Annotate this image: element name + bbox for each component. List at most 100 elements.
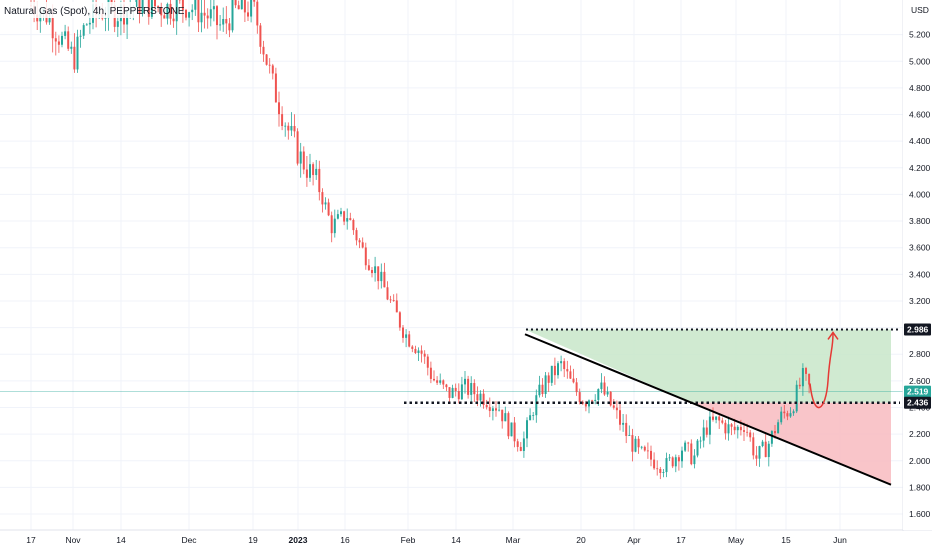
candle-body <box>643 446 646 451</box>
title-bg <box>0 2 136 18</box>
candle-body <box>138 0 141 14</box>
candle-body <box>163 15 166 19</box>
candle-body <box>429 367 432 379</box>
candle-body <box>48 18 51 23</box>
x-tick-label: Feb <box>401 535 416 545</box>
y-tick-label: 5.000 <box>909 56 931 66</box>
price-tag-label: 2.436 <box>907 398 929 408</box>
candle-body <box>712 416 714 420</box>
chart-title[interactable]: Natural Gas (Spot), 4h, PEPPERSTONE <box>4 6 185 17</box>
currency-label: USD <box>911 5 929 15</box>
candle-body <box>600 382 603 390</box>
candle-body <box>755 455 758 459</box>
candle-body <box>498 409 501 411</box>
candle-body <box>405 334 408 338</box>
candle-body <box>578 392 581 402</box>
candle-body <box>324 202 327 205</box>
candle-body <box>287 125 290 131</box>
candle-body <box>653 459 656 469</box>
candle-body <box>662 472 665 473</box>
candle-body <box>262 46 265 55</box>
projection-arrow <box>809 333 834 409</box>
candle-body <box>581 401 584 404</box>
candle-body <box>770 431 773 444</box>
candle-body <box>715 416 718 420</box>
candle-body <box>560 361 563 364</box>
price-tag-label: 2.519 <box>907 387 929 397</box>
candle-body <box>566 369 569 372</box>
candle-body <box>116 21 119 27</box>
candle-body <box>699 440 702 442</box>
candle-body <box>104 18 107 19</box>
candle-body <box>70 46 73 49</box>
candle-body <box>721 420 724 423</box>
candle-body <box>172 18 175 22</box>
candle-body <box>169 3 172 19</box>
candle-body <box>423 353 426 357</box>
y-tick-label: 4.400 <box>909 136 931 146</box>
candle-body <box>619 410 621 425</box>
price-axis-bg[interactable] <box>903 0 932 530</box>
candle-body <box>175 0 178 22</box>
candle-body <box>268 64 271 66</box>
candle-body <box>801 368 804 387</box>
candle-body <box>417 350 420 353</box>
candle-body <box>764 441 767 458</box>
candle-body <box>603 382 606 395</box>
candle-body <box>392 300 395 301</box>
candle-body <box>513 422 516 442</box>
candle-body <box>386 287 389 300</box>
candle-body <box>448 387 451 398</box>
candle-body <box>687 442 690 444</box>
y-tick-label: 4.000 <box>909 189 931 199</box>
candle-body <box>299 151 302 164</box>
candle-body <box>358 240 361 243</box>
candle-body <box>767 443 770 458</box>
candle-body <box>305 169 308 178</box>
time-axis-bg[interactable] <box>0 531 932 550</box>
candle-body <box>278 102 280 115</box>
candle-body <box>668 457 671 459</box>
y-tick-label: 4.800 <box>909 83 931 93</box>
candle-body <box>482 393 485 406</box>
candle-body <box>237 5 240 10</box>
candle-body <box>631 435 634 452</box>
candle-body <box>516 441 519 447</box>
candle-body <box>538 384 541 396</box>
candle-body <box>467 378 470 395</box>
candle-body <box>200 12 203 23</box>
candle-body <box>591 400 594 402</box>
candle-body <box>312 164 315 176</box>
candle-body <box>727 424 730 434</box>
x-tick-label: 15 <box>781 535 791 545</box>
candle-body <box>57 41 60 45</box>
candle-body <box>166 3 169 19</box>
candle-body <box>752 437 755 456</box>
candle-body <box>67 31 70 49</box>
candle-body <box>798 384 801 387</box>
candle-body <box>61 35 63 45</box>
candle-body <box>761 441 764 447</box>
candle-body <box>408 334 411 347</box>
candle-body <box>584 403 587 407</box>
candle-body <box>333 218 336 234</box>
candle-body <box>705 427 708 435</box>
candle-body <box>628 435 631 436</box>
candle-body <box>414 348 417 353</box>
candle-body <box>625 422 628 436</box>
candle-body <box>479 393 482 401</box>
candle-body <box>708 416 711 435</box>
candle-body <box>684 442 687 451</box>
candle-body <box>389 299 392 301</box>
candle-body <box>544 375 547 395</box>
candle-body <box>157 6 160 8</box>
candle-body <box>442 380 445 385</box>
candle-body <box>690 443 693 465</box>
y-tick-label: 5.200 <box>909 30 931 40</box>
candle-body <box>572 378 575 383</box>
candle-body <box>724 422 727 434</box>
candle-body <box>774 431 776 434</box>
